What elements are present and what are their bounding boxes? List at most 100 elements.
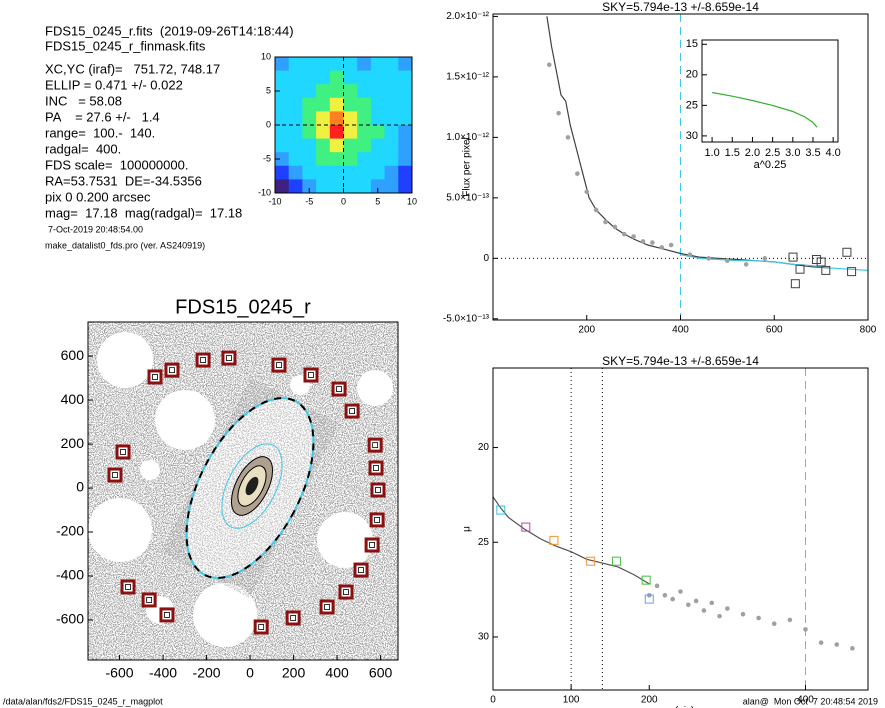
header-line: ELLIP = 0.471 +/- 0.022 bbox=[45, 77, 183, 92]
heat-cell bbox=[302, 97, 317, 112]
y-tick-label: 200 bbox=[61, 435, 85, 451]
mask-box-inner bbox=[200, 357, 206, 363]
data-point bbox=[743, 262, 749, 267]
data-point bbox=[740, 611, 746, 617]
y-tick-label: -10 bbox=[258, 187, 271, 197]
data-point bbox=[771, 621, 777, 627]
heat-cell bbox=[302, 70, 317, 85]
heat-cell bbox=[398, 138, 413, 153]
heat-cell bbox=[357, 179, 372, 194]
y-axis-label: Flux per pixel bbox=[462, 137, 473, 196]
heat-cell bbox=[370, 57, 386, 72]
chart: 1.0 1.5 2.0 2.5 3.0 3.5 4.0 15 20 25 30 a^0.25 bbox=[686, 38, 841, 171]
heat-cell bbox=[329, 97, 344, 112]
y-tick-label: 0 bbox=[76, 479, 84, 495]
square-marker bbox=[788, 252, 798, 262]
heat-cell bbox=[302, 165, 317, 180]
data-point bbox=[654, 583, 660, 589]
x-tick-label: 4.0 bbox=[826, 147, 841, 159]
heat-cell bbox=[357, 165, 372, 180]
heat-cell bbox=[398, 152, 413, 167]
heat-cell bbox=[302, 84, 317, 99]
y-tick-label: 2.0×10⁻¹² bbox=[446, 11, 489, 22]
mask-box-inner bbox=[369, 542, 376, 548]
y-tick-label: 20 bbox=[478, 442, 490, 453]
heat-cell bbox=[275, 57, 290, 72]
data-point bbox=[701, 608, 707, 613]
y-tick-label: -400 bbox=[56, 567, 84, 583]
chart: -10 -5 0 5 10 -10 -5 0 5 10 bbox=[258, 51, 417, 206]
profile-line bbox=[680, 254, 869, 271]
header-small: make_datalist0_fds.pro (ver. AS240919) bbox=[45, 240, 205, 250]
heat-cell bbox=[370, 84, 386, 99]
y-tick-label: 30 bbox=[686, 130, 698, 142]
x-tick-label: 3.5 bbox=[805, 147, 820, 159]
heat-cell bbox=[288, 138, 303, 153]
data-point bbox=[834, 642, 840, 647]
y-tick-label: 1.5×10⁻¹² bbox=[446, 72, 489, 83]
data-point bbox=[687, 252, 693, 257]
heat-cell bbox=[275, 70, 290, 85]
square-marker bbox=[611, 556, 621, 566]
heat-cell bbox=[384, 179, 399, 194]
profile-line bbox=[711, 91, 818, 128]
data-point bbox=[725, 606, 730, 611]
data-point bbox=[706, 256, 711, 261]
heat-cell bbox=[329, 84, 344, 99]
heat-cell bbox=[357, 111, 372, 126]
y-tick-label: -200 bbox=[56, 523, 84, 539]
heat-cell bbox=[343, 152, 358, 167]
x-tick-label: 3.0 bbox=[785, 147, 800, 159]
mask-box-inner bbox=[276, 362, 282, 369]
heat-cell bbox=[316, 138, 331, 153]
heat-cell bbox=[357, 70, 372, 85]
heat-cell bbox=[343, 57, 358, 72]
y-tick-label: 10 bbox=[261, 51, 271, 61]
data-point bbox=[818, 640, 824, 645]
y-axis-label: μ bbox=[462, 526, 473, 532]
header-line: radgal= 400. bbox=[45, 141, 121, 156]
header-small: 7-Oct-2019 20:48:54.00 bbox=[48, 224, 143, 234]
x-tick-label: -10 bbox=[268, 196, 281, 206]
header-line: mag= 17.18 mag(radgal)= 17.18 bbox=[45, 205, 242, 220]
square-marker bbox=[821, 265, 831, 275]
heat-cell bbox=[343, 97, 358, 112]
y-tick-label: 400 bbox=[61, 391, 85, 407]
square-marker bbox=[842, 247, 852, 257]
heat-cell bbox=[357, 57, 372, 72]
square-marker bbox=[790, 279, 800, 289]
heat-cell bbox=[398, 84, 413, 99]
mask-box-inner bbox=[290, 615, 297, 621]
axes-frame bbox=[87, 321, 399, 661]
profile-line bbox=[492, 496, 650, 585]
mask-box-inner bbox=[152, 374, 158, 380]
header-line: FDS15_0245_r.fits (2019-09-26T14:18:44) bbox=[45, 23, 294, 38]
mask-box-inner bbox=[125, 584, 131, 590]
y-tick-label: 1.0×10⁻¹² bbox=[446, 132, 489, 143]
x-tick-label: 200 bbox=[641, 695, 658, 706]
square-marker bbox=[816, 257, 826, 267]
y-tick-label: 25 bbox=[686, 99, 698, 111]
x-tick-label: 1.0 bbox=[704, 147, 719, 159]
data-point bbox=[612, 224, 618, 230]
heat-cell bbox=[398, 57, 413, 72]
heat-cell bbox=[384, 152, 399, 167]
data-point bbox=[575, 171, 580, 176]
data-point bbox=[850, 646, 855, 651]
heat-cell bbox=[384, 84, 399, 99]
heat-cell bbox=[370, 125, 386, 140]
square-marker bbox=[549, 535, 559, 545]
heat-cell bbox=[302, 57, 317, 72]
heat-cell bbox=[343, 111, 358, 126]
data-point bbox=[662, 592, 668, 598]
data-point bbox=[762, 256, 768, 261]
heat-cell bbox=[288, 57, 303, 72]
x-tick-label: 0 bbox=[490, 695, 496, 706]
heat-cell bbox=[357, 138, 372, 153]
heat-cell bbox=[288, 125, 303, 140]
heat-cell bbox=[384, 70, 399, 85]
data-point bbox=[603, 219, 608, 225]
mask-box-inner bbox=[112, 472, 118, 478]
heat-cell bbox=[316, 84, 331, 99]
data-point bbox=[717, 613, 722, 619]
